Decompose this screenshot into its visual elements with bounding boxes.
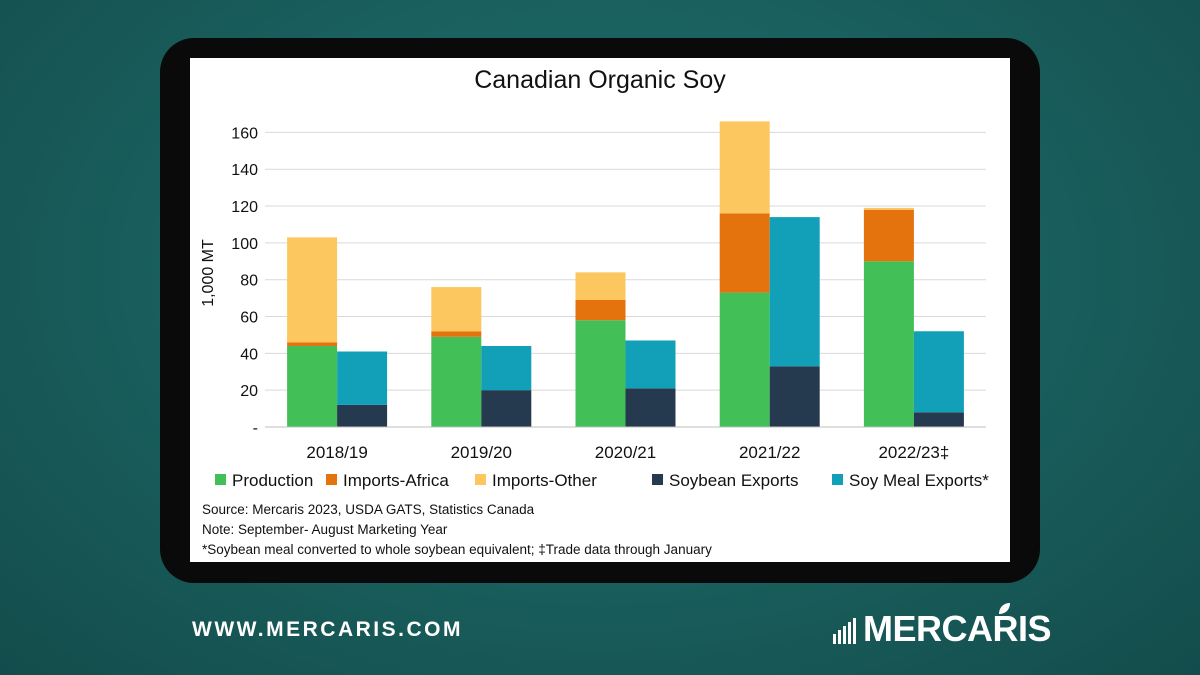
bar-production — [863, 261, 914, 427]
website-link[interactable]: WWW.MERCARIS.COM — [192, 618, 463, 641]
legend-label: Production — [232, 471, 313, 490]
legend-item: Imports-Other — [475, 471, 597, 490]
legend-swatch — [215, 474, 226, 485]
bar-production — [287, 345, 338, 427]
bar-soy-meal-exports — [337, 351, 388, 405]
y-tick-label: 60 — [240, 310, 258, 327]
legend-swatch — [326, 474, 337, 485]
footnotes: Source: Mercaris 2023, USDA GATS, Statis… — [202, 502, 712, 557]
bar-imports-africa — [719, 213, 770, 293]
legend-item: Soybean Exports — [652, 471, 798, 490]
bar-soybean-exports — [625, 388, 676, 427]
bar-imports-africa — [287, 342, 338, 346]
bar-imports-other — [287, 237, 338, 343]
category-label: 2018/19 — [306, 443, 367, 462]
bar-production — [719, 292, 770, 427]
bar-imports-africa — [575, 299, 626, 321]
footnote-line: Source: Mercaris 2023, USDA GATS, Statis… — [202, 502, 535, 517]
category-labels: 2018/19 2019/20 2020/21 2021/22 2022/23‡ — [306, 443, 949, 462]
bar-imports-other — [719, 121, 770, 214]
y-tick-label: 160 — [231, 125, 258, 142]
bar-soybean-exports — [337, 404, 388, 427]
y-ticks: - 20 40 60 80 100 120 140 160 — [231, 125, 258, 437]
bar-soy-meal-exports — [481, 345, 532, 391]
bar-imports-other — [575, 272, 626, 300]
y-axis-label: 1,000 MT — [200, 239, 217, 307]
logo-text: MERCARIS — [863, 608, 1052, 649]
bar-soy-meal-exports — [769, 217, 820, 367]
bars — [287, 121, 964, 427]
footnote-line: *Soybean meal converted to whole soybean… — [202, 542, 712, 557]
category-label: 2019/20 — [451, 443, 512, 462]
y-tick-label: - — [253, 420, 258, 437]
bar-soybean-exports — [481, 390, 532, 427]
leaf-icon — [999, 603, 1010, 614]
y-tick-label: 20 — [240, 383, 258, 400]
y-tick-label: 80 — [240, 273, 258, 290]
legend-item: Imports-Africa — [326, 471, 449, 490]
legend-label: Soybean Exports — [669, 471, 798, 490]
legend-label: Imports-Africa — [343, 471, 449, 490]
bar-soy-meal-exports — [625, 340, 676, 389]
bar-production — [431, 336, 482, 427]
legend-label: Soy Meal Exports* — [849, 471, 989, 490]
category-label: 2022/23‡ — [878, 443, 949, 462]
y-tick-label: 100 — [231, 236, 258, 253]
legend: Production Imports-Africa Imports-Other Soy… — [215, 471, 989, 490]
legend-label: Imports-Other — [492, 471, 597, 490]
bar-imports-other — [431, 287, 482, 332]
footnote-line: Note: September- August Marketing Year — [202, 522, 448, 537]
category-label: 2020/21 — [595, 443, 656, 462]
bar-production — [575, 320, 626, 427]
legend-swatch — [652, 474, 663, 485]
y-tick-label: 140 — [231, 162, 258, 179]
y-tick-label: 120 — [231, 199, 258, 216]
y-tick-label: 40 — [240, 346, 258, 363]
bar-imports-africa — [863, 209, 914, 262]
bar-chart-icon — [833, 618, 856, 644]
stacked-bar-chart: Canadian Organic Soy 1,000 MT - 20 40 60 80 1… — [200, 66, 989, 557]
mercaris-logo: MERCARIS — [833, 600, 1052, 650]
chart-title: Canadian Organic Soy — [474, 66, 726, 94]
chart-panel: Canadian Organic Soy 1,000 MT - 20 40 60 80 1… — [190, 58, 1010, 562]
legend-swatch — [475, 474, 486, 485]
legend-item: Soy Meal Exports* — [832, 471, 989, 490]
bar-soybean-exports — [769, 366, 820, 427]
legend-swatch — [832, 474, 843, 485]
bar-imports-other — [863, 207, 914, 210]
bar-imports-africa — [431, 331, 482, 337]
bar-soybean-exports — [913, 412, 964, 427]
bar-soy-meal-exports — [913, 331, 964, 413]
category-label: 2021/22 — [739, 443, 800, 462]
legend-item: Production — [215, 471, 313, 490]
